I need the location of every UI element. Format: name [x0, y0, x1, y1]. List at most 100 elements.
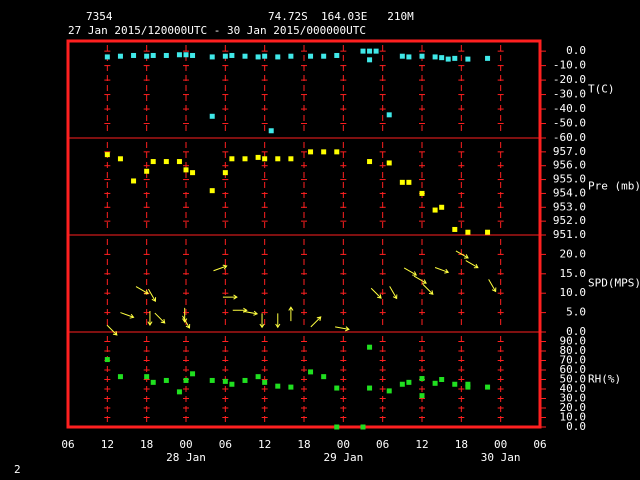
x-tick-label: 18 [140, 438, 153, 451]
data-point [183, 52, 189, 58]
data-point [465, 381, 471, 387]
data-point [242, 377, 248, 383]
data-point [288, 53, 294, 59]
wind-arrow [259, 313, 265, 329]
period: 27 Jan 2015/120000UTC - 30 Jan 2015/0000… [68, 24, 366, 37]
y-tick-label: 40.0 [560, 382, 587, 395]
y-tick-label: 30.0 [560, 392, 587, 405]
x-tick-label: 06 [376, 438, 389, 451]
station-location: 74.72S 164.03E 210M [268, 10, 414, 23]
y-tick-label: 20.0 [560, 247, 587, 260]
wind-arrow [370, 287, 382, 299]
data-point [399, 381, 405, 387]
y-tick-label: 954.0 [553, 186, 586, 199]
data-point [465, 56, 471, 62]
y-tick-label: 957.0 [553, 145, 586, 158]
data-point [439, 55, 445, 61]
wind-arrow [135, 286, 149, 295]
y-axis-label: Pre (mb) [588, 180, 640, 193]
data-point [308, 149, 314, 155]
y-tick-label: 951.0 [553, 228, 586, 241]
data-point [150, 52, 156, 58]
x-tick-label: 06 [533, 438, 546, 451]
data-point [399, 53, 405, 59]
data-point [176, 159, 182, 165]
data-point [452, 55, 458, 61]
y-tick-label: 10.0 [560, 411, 587, 424]
data-point [183, 167, 189, 173]
data-point [190, 371, 196, 377]
x-tick-label: 00 [337, 438, 350, 451]
data-point [209, 54, 215, 60]
wind-arrow [488, 279, 497, 293]
data-point [419, 393, 425, 399]
data-point [485, 55, 491, 61]
y-axis-label: SPD(MPS) [588, 277, 640, 290]
y-tick-label: 50.0 [560, 373, 587, 386]
data-point [321, 149, 327, 155]
y-axis-label: T(C) [588, 83, 615, 96]
data-point [163, 159, 169, 165]
data-point [452, 381, 458, 387]
y-tick-label: 70.0 [560, 354, 587, 367]
data-point [262, 53, 268, 59]
data-point [275, 383, 281, 389]
data-point [406, 179, 412, 185]
data-point [321, 374, 327, 380]
data-point [222, 53, 228, 59]
data-point [485, 229, 491, 235]
station-id: 7354 [86, 10, 113, 23]
wind-arrow [310, 316, 322, 328]
data-point [360, 424, 366, 430]
data-point [334, 424, 340, 430]
wind-arrow [335, 326, 350, 332]
wind-arrow [403, 267, 418, 276]
x-tick-label: 12 [101, 438, 114, 451]
wind-arrow [182, 315, 191, 329]
y-tick-label: 5.0 [566, 306, 586, 319]
data-point [255, 374, 261, 380]
x-tick-label: 18 [297, 438, 310, 451]
wind-arrow [455, 250, 469, 259]
data-point [334, 149, 340, 155]
data-point [163, 52, 169, 58]
data-point [242, 156, 248, 162]
wind-arrow [275, 313, 281, 329]
data-point [190, 170, 196, 176]
wind-arrow [106, 324, 118, 336]
data-point [117, 374, 123, 380]
data-point [229, 381, 235, 387]
data-point [321, 53, 327, 59]
x-tick-label: 06 [219, 438, 232, 451]
data-point [209, 377, 215, 383]
data-point [406, 379, 412, 385]
y-tick-label: 60.0 [560, 363, 587, 376]
y-tick-label: -30.0 [553, 88, 586, 101]
data-point [117, 53, 123, 59]
plot-frame [66, 39, 542, 429]
y-axis-label: RH(%) [588, 373, 621, 386]
wind-arrow [147, 311, 153, 326]
y-tick-label: 953.0 [553, 200, 586, 213]
data-point [176, 389, 182, 395]
data-point [131, 52, 137, 58]
y-tick-label: -20.0 [553, 73, 586, 86]
data-point [432, 380, 438, 386]
wind-arrow [213, 264, 228, 272]
data-point [367, 344, 373, 350]
data-point [334, 385, 340, 391]
data-point [117, 156, 123, 162]
data-point [268, 128, 274, 134]
wind-arrow [154, 312, 166, 324]
data-point [144, 374, 150, 380]
wind-arrow [222, 294, 238, 300]
data-point [465, 384, 471, 390]
data-point [334, 52, 340, 58]
y-tick-label: -10.0 [553, 59, 586, 72]
data-point [144, 53, 150, 59]
data-point [406, 54, 412, 60]
data-point [150, 379, 156, 385]
data-point [262, 379, 268, 385]
data-point [104, 357, 110, 363]
